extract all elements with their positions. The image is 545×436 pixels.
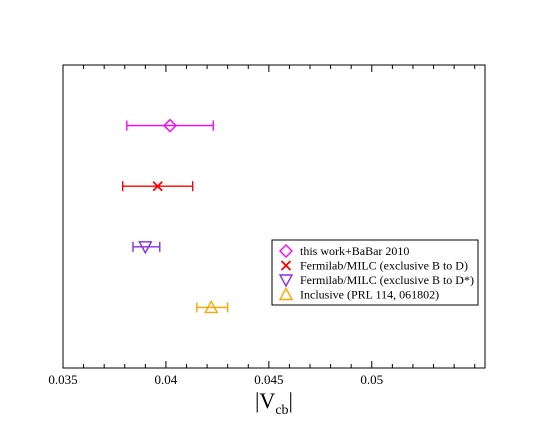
legend-symbol-1 — [279, 244, 293, 258]
x-tick-label: 0.045 — [254, 372, 283, 387]
data-series-3 — [132, 241, 161, 255]
data-series-2 — [121, 181, 194, 192]
data-point — [152, 181, 163, 192]
data-point — [204, 299, 219, 314]
legend-symbol-2 — [280, 260, 292, 271]
legend-label-1: this work+BaBar 2010 — [300, 244, 409, 258]
legend-symbol-4 — [278, 287, 294, 301]
x-tick-label: 0.05 — [360, 372, 383, 387]
x-axis-ticks: 0.035 0.04 0.045 0.05 — [48, 65, 476, 387]
legend-label-4: Inclusive (PRL 114, 061802) — [300, 288, 439, 302]
plot-frame — [62, 64, 486, 369]
data-points — [121, 118, 229, 314]
legend-box — [271, 239, 479, 306]
legend-symbol-3 — [278, 274, 294, 288]
data-series-4 — [196, 299, 229, 314]
legend-label-2: Fermilab/MILC (exclusive B to D) — [300, 259, 468, 273]
data-point — [163, 118, 178, 133]
legend-label-3: Fermilab/MILC (exclusive B to D*) — [300, 273, 474, 287]
x-tick-label: 0.04 — [155, 372, 178, 387]
data-series-1 — [126, 118, 214, 133]
data-point — [138, 241, 153, 255]
x-axis-label: |Vcb| — [255, 388, 293, 418]
x-tick-label: 0.035 — [48, 372, 77, 387]
